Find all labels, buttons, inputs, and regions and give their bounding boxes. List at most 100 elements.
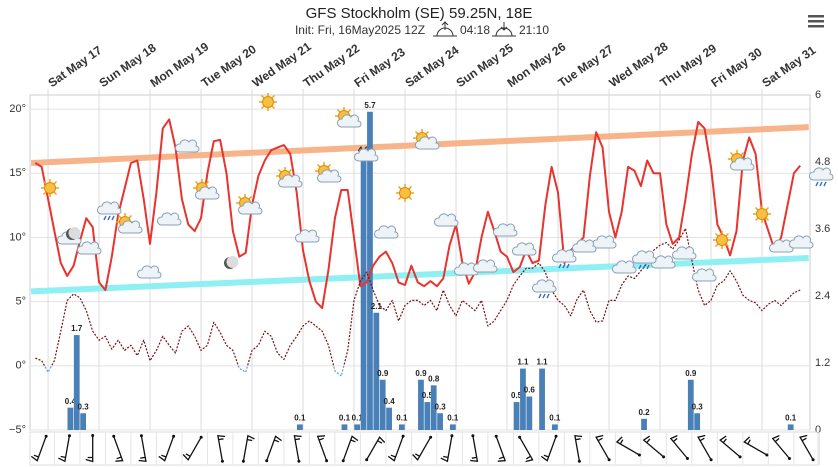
bar-value-label: 0.3: [78, 402, 90, 411]
y2-tick-label: 3.6: [815, 223, 830, 235]
wind-barb-dot: [241, 459, 245, 463]
y-tick-label: 0°: [15, 360, 26, 372]
precipitation-bar: [539, 368, 545, 430]
wind-barb: [342, 435, 359, 461]
wind-barb-dot: [401, 434, 405, 438]
bar-value-label: 2.1: [371, 302, 383, 311]
wind-barb-dot: [220, 459, 224, 463]
wind-barb: [697, 434, 712, 461]
wind-barb-dot: [265, 459, 269, 463]
bar-value-label: 0.4: [384, 397, 396, 406]
precipitation-bar: [67, 407, 74, 430]
bar-value-label: 1.7: [71, 324, 83, 333]
wind-barb: [158, 436, 175, 462]
bar-value-label: 0.1: [294, 414, 306, 423]
menu-button[interactable]: [808, 15, 824, 28]
bar-value-label: 0.8: [428, 374, 440, 383]
wind-barb-dot: [139, 434, 143, 438]
bar-value-label: 0.9: [377, 369, 389, 378]
chart-subtitle: Init: Fri, 16May2025 12Z: [295, 23, 425, 37]
wind-barb-dot: [637, 453, 641, 457]
wind-barb-dot: [554, 434, 558, 438]
wind-barb: [771, 435, 790, 459]
precipitation-bar: [341, 424, 348, 430]
bar-value-label: 0.1: [785, 414, 797, 423]
y2-tick-label: 0: [815, 424, 821, 436]
y2-tick-label: 1.2: [815, 357, 830, 369]
temperature-line: [34, 118, 801, 310]
precipitation-bar: [787, 424, 794, 430]
precipitation-bar: [73, 335, 80, 430]
wind-barb-dot: [112, 434, 116, 438]
x-tick-label: Sat May 31: [759, 43, 818, 90]
wind-barb-dot: [811, 458, 815, 462]
precipitation-bar: [379, 379, 386, 430]
wind-barb-dot: [709, 458, 713, 462]
precipitation-bar: [367, 111, 373, 430]
wind-barb-dot: [738, 455, 742, 459]
wind-barb: [615, 436, 640, 456]
bar-value-label: 0.3: [435, 402, 447, 411]
bar-value-label: 0.3: [692, 402, 704, 411]
wind-barb: [387, 436, 404, 462]
y-tick-label: 10°: [9, 231, 26, 243]
x-tick-label: Sat May 24: [403, 43, 462, 90]
wind-barb: [138, 435, 147, 463]
trend-line: [30, 255, 809, 295]
wind-barb-dot: [172, 434, 176, 438]
wind-barb-dot: [685, 456, 689, 460]
bar-value-label: 0.9: [685, 369, 697, 378]
bar-value-label: 0.1: [352, 414, 364, 423]
wind-barb-dot: [365, 458, 369, 462]
wind-barb: [519, 436, 534, 463]
precipitation-bar: [687, 379, 694, 430]
precipitation-bar: [430, 385, 437, 430]
wind-barb: [574, 434, 583, 462]
precipitation-bar: [373, 312, 380, 430]
precipitation-bar: [520, 368, 526, 430]
precipitation-bar: [526, 396, 533, 430]
precipitation-bar: [437, 413, 443, 430]
x-tick-label: Sat May 17: [46, 43, 105, 90]
bar-value-label: 0.1: [396, 414, 408, 423]
sunset-time: 21:10: [519, 23, 549, 37]
bar-value-label: 1.1: [537, 358, 549, 367]
y-tick-label: 5°: [15, 296, 26, 308]
wind-barb-dot: [199, 435, 203, 439]
wind-barb: [719, 435, 741, 458]
precipitation-bar: [513, 402, 520, 430]
y-tick-label: −5°: [9, 424, 26, 436]
wind-barb: [182, 436, 202, 461]
wind-barb-dot: [765, 453, 769, 457]
y2-tick-label: 4.8: [815, 156, 830, 168]
y-tick-label: 15°: [9, 167, 26, 179]
wind-barb-dot: [471, 434, 475, 438]
wind-barb-dot: [341, 459, 345, 463]
bar-value-label: 1.1: [517, 358, 529, 367]
wind-barb: [217, 434, 226, 462]
bar-value-label: 0.6: [524, 386, 536, 395]
bar-value-label: 0.5: [422, 391, 434, 400]
wind-barb: [366, 436, 386, 461]
bar-value-label: 0.1: [339, 414, 351, 423]
wind-barb: [113, 436, 124, 462]
bar-value-label: 0.1: [549, 414, 561, 423]
wind-barb-dot: [577, 459, 581, 463]
wind-barb-dot: [44, 434, 48, 438]
wind-barb: [743, 436, 768, 456]
wind-barb-dot: [607, 458, 611, 462]
dew-point-line: [35, 227, 801, 366]
wind-barb: [440, 435, 453, 463]
wind-barb-dot: [787, 456, 791, 460]
y-tick-label: 20°: [9, 103, 26, 115]
precipitation-bar: [641, 418, 647, 430]
precipitation-bar: [449, 424, 456, 430]
wind-strip: [29, 431, 819, 466]
bar-value-label: 0.5: [511, 391, 523, 400]
wind-barb-dot: [518, 435, 522, 439]
wind-barb: [470, 435, 479, 463]
sunset-icon: [492, 22, 516, 37]
wind-barb: [412, 436, 432, 461]
wind-barb-dot: [429, 435, 433, 439]
